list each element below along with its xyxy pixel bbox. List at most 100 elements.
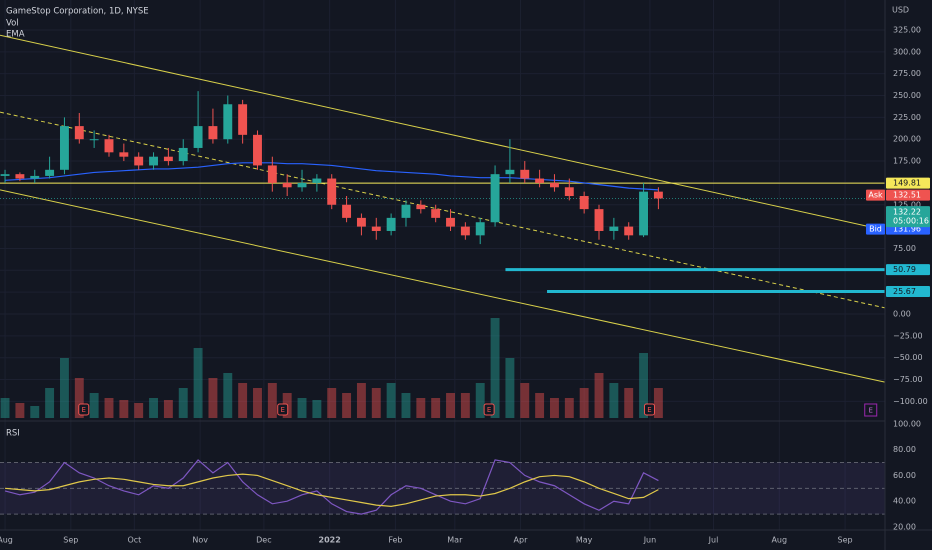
volume-bar [653,388,663,418]
volume-bar [253,388,262,418]
y-tick-label: 200.00 [893,135,921,144]
indicator-label: Vol [6,19,19,29]
earnings-marker [78,403,90,416]
x-tick-label: Oct [127,536,141,545]
volume-bar [416,398,426,418]
bid-tag-label: Bid [869,225,882,234]
level-box-label: 25.67 [893,287,916,296]
countdown-label: 05:00:16 [893,217,929,226]
candle-body [178,147,188,162]
x-tick-label: Aug [0,536,13,545]
candle-body [520,169,530,179]
volume-bar [475,383,485,418]
rsi-title: RSI [6,429,20,439]
earnings-marker [864,403,878,417]
volume-bar [149,398,158,418]
volume-bar [342,393,352,418]
candle-body [163,156,173,162]
volume-bar [356,383,366,418]
rsi-tick-label: 100.00 [893,419,921,428]
candle-body [149,156,158,166]
candle-body [490,174,500,223]
volume-bar [178,388,188,418]
volume-bar [193,348,203,418]
volume-bar [460,393,470,418]
x-tick-label: Sep [838,536,853,545]
candle-body [253,134,262,166]
volume-bar [594,373,604,418]
ask-tag-label: Ask [868,191,883,200]
volume-bar [386,383,396,418]
volume-bar [74,378,84,418]
rsi-tick-label: 20.00 [893,523,916,532]
candle-body [208,126,218,140]
level-box [886,286,930,298]
earnings-label: E [487,406,491,414]
rsi-tick-label: 60.00 [893,471,916,480]
ask-box-label: 132.51 [893,191,921,200]
volume-bar [505,358,515,418]
volume-bar [550,398,559,418]
candle-body [371,226,381,231]
y-tick-label: −75.00 [893,375,923,384]
x-tick-label: Jun [643,536,657,545]
rsi-tick-label: 40.00 [893,497,916,506]
candle-body [639,191,649,236]
earnings-label: E [869,407,873,415]
volume-bar [267,383,277,418]
earnings-marker [277,403,289,416]
x-tick-label: Aug [771,536,787,545]
earnings-label: E [82,406,86,414]
x-tick-label: Jul [708,536,719,545]
earnings-marker [483,403,495,416]
volume-bar [535,393,545,418]
candle-body [579,196,589,210]
y-tick-label: 75.00 [893,244,916,253]
ask-box [886,189,930,201]
candle-body [386,217,396,231]
y-tick-label: −25.00 [893,331,923,340]
candle-body [119,152,129,157]
axes: Aug Sep Oct Nov Dec 2022 Feb Mar Apr May Jun Jul Aug… [0,25,930,545]
y-tick-label: 0.00 [893,309,911,318]
level-box-label: 50.79 [893,265,916,274]
volume-bar [223,373,233,418]
candle-body [267,165,277,183]
volume-bar [639,353,649,418]
candle-body [535,178,545,183]
earnings-label: E [281,406,285,414]
y-tick-label: 225.00 [893,113,921,122]
volume-bar [238,383,248,418]
earnings-marker [643,403,655,416]
y-tick-label: 275.00 [893,69,921,78]
candle-body [282,182,292,188]
volume-bar [134,403,144,418]
level-box [886,177,930,189]
volume-bar [208,378,218,418]
chart-title: GameStop Corporation, 1D, NYSE [6,7,149,17]
volume-bar [624,388,634,418]
level-box [886,264,930,276]
volume-bar [89,393,99,418]
candle-body [401,204,411,218]
y-tick-label: 300.00 [893,47,921,56]
y-tick-label: −100.00 [893,397,928,406]
volume-bar [431,398,441,418]
volume-bar [104,398,114,418]
y-tick-label: 125.00 [893,200,921,209]
y-tick-label: −50.00 [893,353,923,362]
volume-bar [579,388,589,418]
volume-bar [163,400,173,418]
candle-body [505,169,515,175]
candle-body [89,139,99,141]
volume-bar [371,388,381,418]
x-tick-label: Mar [447,536,463,545]
candle-body [327,178,337,205]
x-tick-label: Feb [388,536,402,545]
x-tick-label: 2022 [319,536,341,545]
candle-body [609,226,619,231]
candle-body [223,104,233,140]
volume-bar [327,388,337,418]
x-tick-label: May [576,536,593,545]
